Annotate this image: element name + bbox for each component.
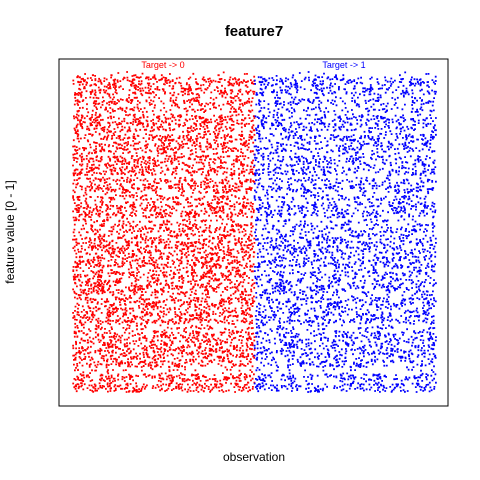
series-0-points [72, 71, 256, 393]
series-1-points [253, 71, 437, 393]
series-0-marks [72, 71, 256, 393]
series-1-marks [253, 71, 437, 393]
x-axis-label: observation [223, 450, 285, 464]
series-label-target-1: Target -> 1 [322, 60, 365, 70]
plot-border [58, 58, 449, 407]
y-axis-label: feature value [0 - 1] [3, 180, 17, 283]
series-label-target-0: Target -> 0 [141, 60, 184, 70]
chart-title: feature7 [225, 23, 283, 40]
points-layer [72, 71, 437, 393]
